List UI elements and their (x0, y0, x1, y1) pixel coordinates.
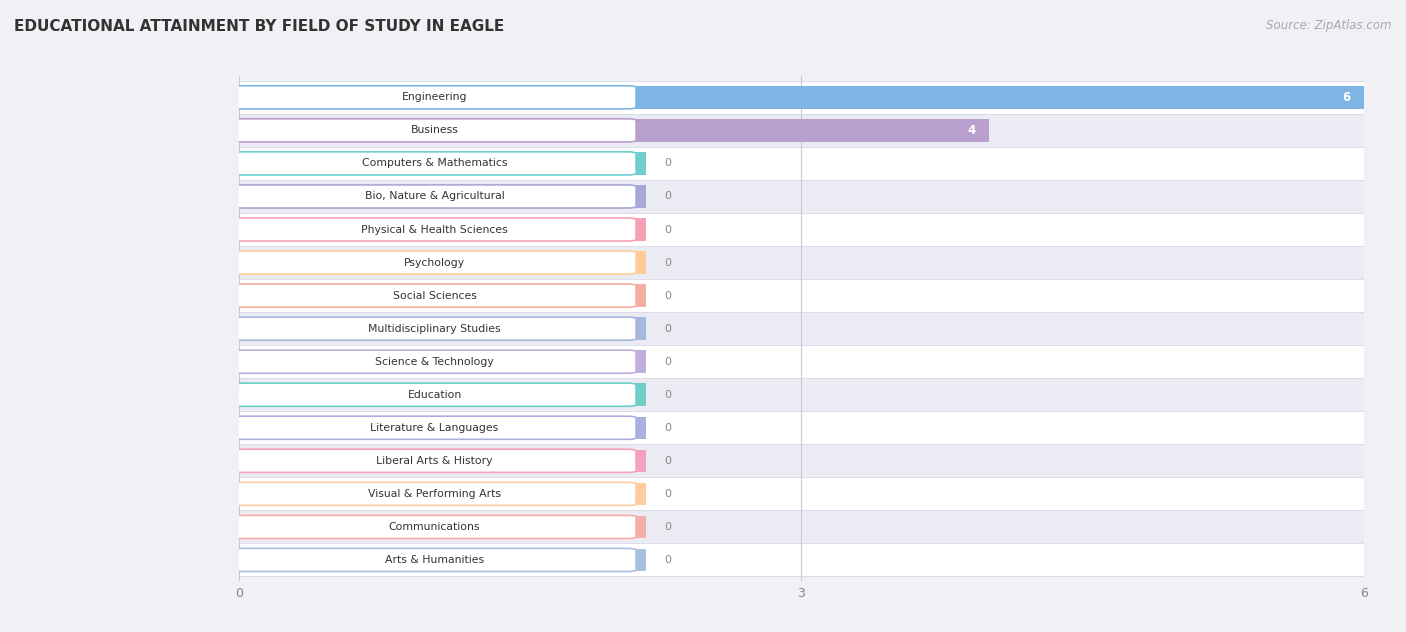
Text: 4: 4 (967, 124, 976, 137)
Text: Social Sciences: Social Sciences (392, 291, 477, 301)
Bar (239, 279, 1364, 312)
Text: 0: 0 (665, 456, 672, 466)
Text: Literature & Languages: Literature & Languages (370, 423, 499, 433)
FancyBboxPatch shape (233, 185, 636, 208)
Bar (239, 284, 645, 307)
FancyBboxPatch shape (233, 317, 636, 340)
Bar (239, 119, 988, 142)
Text: 0: 0 (665, 159, 672, 168)
Bar (239, 218, 645, 241)
Text: 0: 0 (665, 390, 672, 399)
Text: Science & Technology: Science & Technology (375, 356, 494, 367)
FancyBboxPatch shape (233, 449, 636, 472)
Text: Computers & Mathematics: Computers & Mathematics (361, 159, 508, 168)
FancyBboxPatch shape (233, 284, 636, 307)
Bar (239, 152, 645, 174)
FancyBboxPatch shape (233, 119, 636, 142)
Text: Psychology: Psychology (404, 258, 465, 267)
Bar (239, 312, 1364, 345)
Bar (239, 345, 1364, 378)
FancyBboxPatch shape (233, 383, 636, 406)
Bar (239, 351, 645, 373)
Text: 0: 0 (665, 522, 672, 532)
Bar (239, 416, 645, 439)
FancyBboxPatch shape (233, 416, 636, 439)
Text: Business: Business (411, 125, 458, 135)
Bar (239, 449, 645, 472)
Bar (239, 180, 1364, 213)
Text: Liberal Arts & History: Liberal Arts & History (377, 456, 492, 466)
Bar (239, 483, 645, 505)
Bar (239, 444, 1364, 477)
FancyBboxPatch shape (233, 86, 636, 109)
Bar (239, 213, 1364, 246)
Text: 0: 0 (665, 324, 672, 334)
Text: Education: Education (408, 390, 461, 399)
FancyBboxPatch shape (233, 482, 636, 506)
Text: Source: ZipAtlas.com: Source: ZipAtlas.com (1267, 19, 1392, 32)
Bar (239, 185, 645, 208)
Bar (239, 411, 1364, 444)
Bar (239, 114, 1364, 147)
Bar (239, 384, 645, 406)
Text: 0: 0 (665, 555, 672, 565)
Bar (239, 147, 1364, 180)
Bar (239, 252, 645, 274)
FancyBboxPatch shape (233, 549, 636, 571)
Bar (239, 511, 1364, 544)
Text: Physical & Health Sciences: Physical & Health Sciences (361, 224, 508, 234)
Text: 0: 0 (665, 291, 672, 301)
Text: Visual & Performing Arts: Visual & Performing Arts (368, 489, 501, 499)
Bar (239, 86, 1364, 109)
Text: 0: 0 (665, 356, 672, 367)
Bar (239, 246, 1364, 279)
Text: 0: 0 (665, 224, 672, 234)
FancyBboxPatch shape (233, 350, 636, 374)
Text: Multidisciplinary Studies: Multidisciplinary Studies (368, 324, 501, 334)
Text: EDUCATIONAL ATTAINMENT BY FIELD OF STUDY IN EAGLE: EDUCATIONAL ATTAINMENT BY FIELD OF STUDY… (14, 19, 505, 34)
Text: 0: 0 (665, 423, 672, 433)
Text: Engineering: Engineering (402, 92, 467, 102)
Bar (239, 516, 645, 538)
FancyBboxPatch shape (233, 251, 636, 274)
Text: 0: 0 (665, 489, 672, 499)
Text: 0: 0 (665, 258, 672, 267)
Bar (239, 81, 1364, 114)
Bar (239, 544, 1364, 576)
FancyBboxPatch shape (233, 152, 636, 175)
Text: Bio, Nature & Agricultural: Bio, Nature & Agricultural (364, 191, 505, 202)
Text: Communications: Communications (389, 522, 481, 532)
Bar (239, 378, 1364, 411)
FancyBboxPatch shape (233, 218, 636, 241)
Bar (239, 477, 1364, 511)
FancyBboxPatch shape (233, 515, 636, 538)
Text: 0: 0 (665, 191, 672, 202)
Bar (239, 549, 645, 571)
Text: Arts & Humanities: Arts & Humanities (385, 555, 484, 565)
Bar (239, 317, 645, 340)
Text: 6: 6 (1343, 91, 1351, 104)
